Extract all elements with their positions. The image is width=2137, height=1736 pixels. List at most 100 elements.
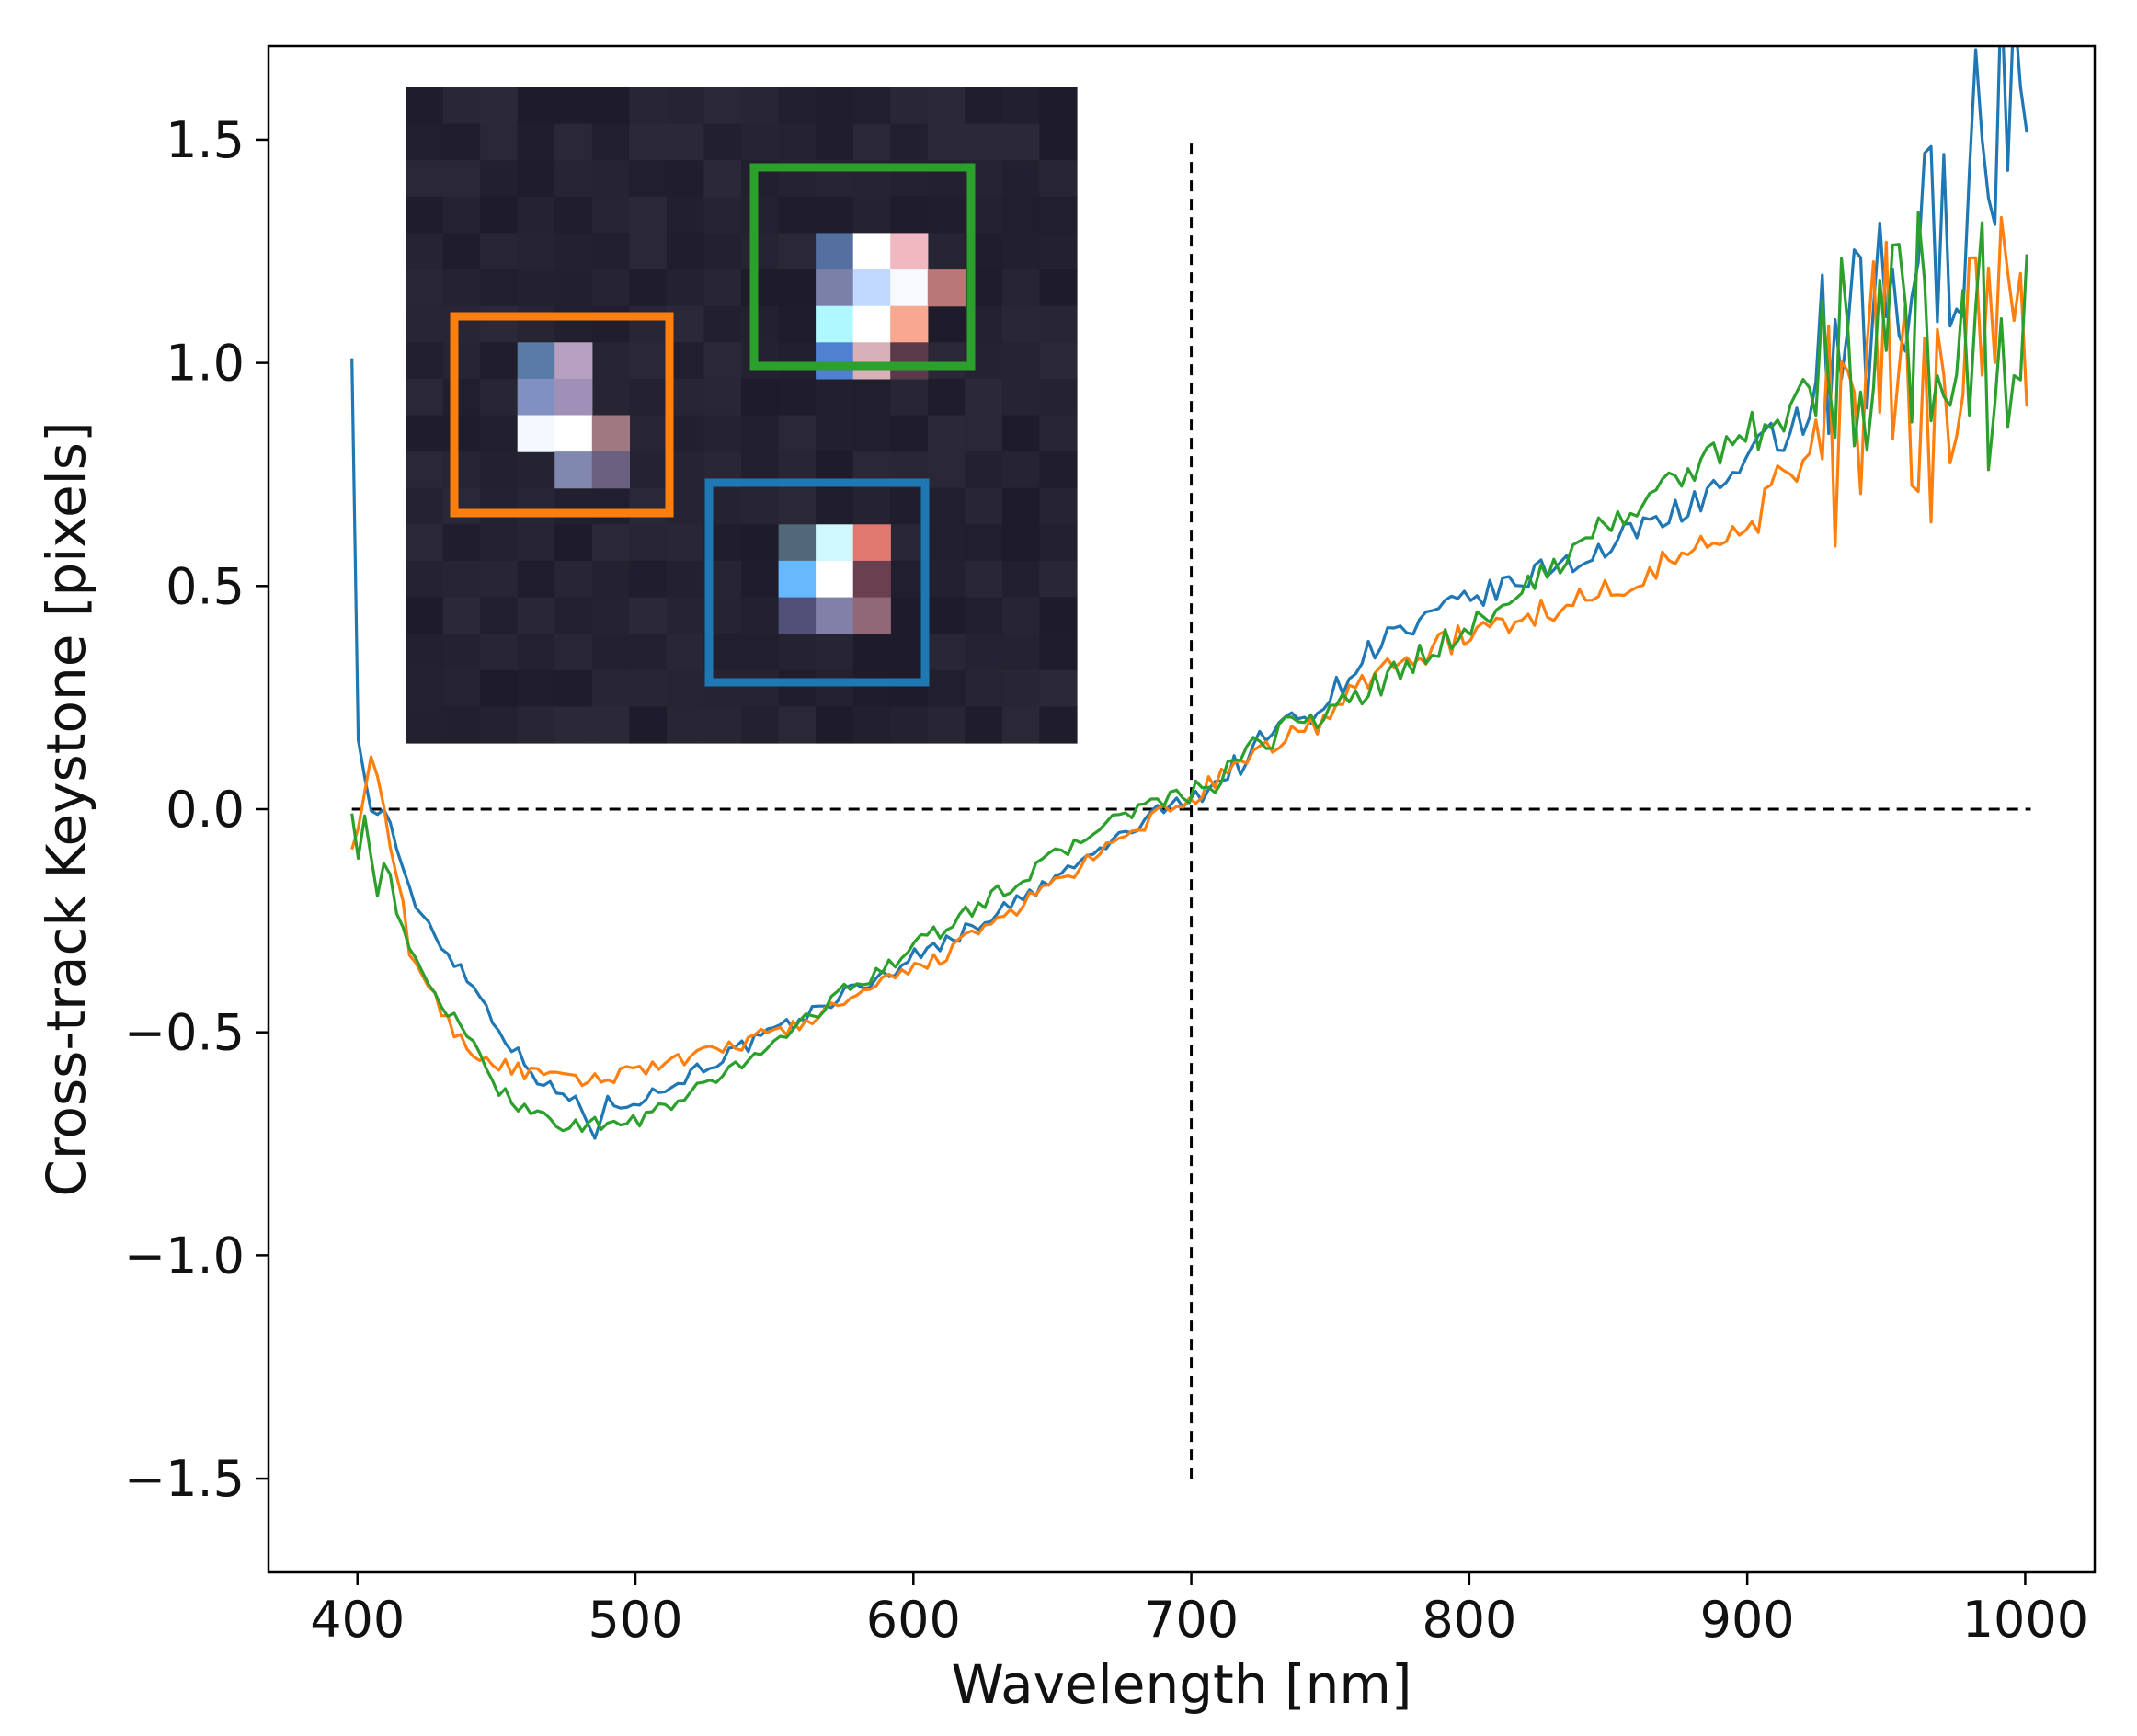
inset-pixel [406,269,444,307]
inset-pixel [629,123,668,161]
inset-pixel [629,87,668,125]
x-axis: 400 500 600 700 800 900 1000 [310,1572,2088,1649]
inset-pixel [1001,451,1041,489]
inset-pixel [1039,233,1078,270]
inset-pixel [629,706,668,744]
inset-pixel [442,669,481,707]
inset-pixel [703,342,742,380]
inset-pixel [1039,706,1078,744]
inset-pixel [778,487,817,525]
inset-pixel [480,487,519,525]
inset-pixel [927,597,966,634]
x-tick-label: 500 [588,1591,682,1649]
inset-pixel [890,378,929,417]
inset-pixel [741,123,780,161]
inset-bright-pixel [778,597,817,634]
inset-pixel [1039,87,1078,125]
inset-pixel [666,597,705,634]
inset-pixel [666,634,705,671]
inset-pixel [703,233,742,270]
inset-bright-pixel [852,269,891,307]
inset-pixel [778,87,817,125]
inset-pixel [1039,160,1078,198]
inset-pixel [927,487,966,525]
inset-pixel [741,597,780,634]
inset-bright-pixel [778,560,817,599]
inset-pixel [741,378,780,417]
inset-bright-pixel [852,342,891,380]
inset-pixel [666,706,705,744]
inset-pixel [442,634,481,671]
inset-pixel [927,87,966,125]
inset-pixel [703,269,742,307]
inset-pixel [591,597,630,634]
inset-pixel [480,634,519,671]
inset-pixel [816,87,854,125]
inset-pixel [629,160,668,198]
inset-pixel [1039,669,1078,707]
inset-pixel [965,415,1003,452]
inset-pixel [666,233,705,270]
inset-pixel [517,634,555,671]
inset-pixel [480,415,519,452]
inset-pixel [927,560,966,599]
inset-pixel [442,233,481,270]
inset-pixel [591,87,630,125]
inset-pixel [591,233,630,270]
inset-pixel [1039,451,1078,489]
inset-pixel [480,706,519,744]
inset-pixel [629,415,668,452]
inset-pixel [703,378,742,417]
inset-pixel [554,305,593,343]
inset-pixel [816,706,854,744]
inset-pixel [480,524,519,562]
inset-pixel [1039,123,1078,161]
inset-bright-pixel [852,305,891,343]
inset-pixel [629,669,668,707]
inset-pixel [629,487,668,525]
inset-pixel [554,269,593,307]
inset-pixel [927,634,966,671]
inset-pixel [591,634,630,671]
inset-bright-pixel [852,560,891,599]
inset-pixel [406,524,444,562]
x-tick-label: 800 [1422,1591,1516,1649]
inset-pixel [517,87,555,125]
inset-pixel [890,196,929,234]
inset-pixel [1001,634,1041,671]
inset-pixel [406,87,444,125]
inset-pixel [703,305,742,343]
x-tick-label: 600 [866,1591,961,1649]
inset-pixel [666,560,705,599]
inset-pixel [1039,415,1078,452]
inset-bright-pixel [816,342,854,380]
inset-pixel [1001,160,1041,198]
inset-pixel [517,669,555,707]
inset-pixel [927,706,966,744]
inset-bright-pixel [554,342,593,380]
inset-pixel [629,451,668,489]
inset-pixel [406,378,444,417]
inset-pixel [666,123,705,161]
inset-pixel [666,669,705,707]
x-tick-label: 1000 [1962,1591,2088,1649]
inset-pixel [480,87,519,125]
inset-pixel [406,123,444,161]
inset-pixel [927,415,966,452]
inset-pixel [852,123,891,161]
y-tick-label: 0.0 [166,781,245,839]
inset-pixel [406,415,444,452]
inset-highlight-box [450,312,674,518]
inset-pixel [554,597,593,634]
inset-pixel [591,160,630,198]
inset-pixel [406,451,444,489]
inset-pixel [927,305,966,343]
inset-pixel [816,487,854,525]
inset-pixel [741,634,780,671]
inset-pixel [927,342,966,380]
inset-pixel [406,487,444,525]
inset-pixel [927,196,966,234]
inset-pixel [629,560,668,599]
inset-pixel [965,487,1003,525]
inset-pixel [666,160,705,198]
